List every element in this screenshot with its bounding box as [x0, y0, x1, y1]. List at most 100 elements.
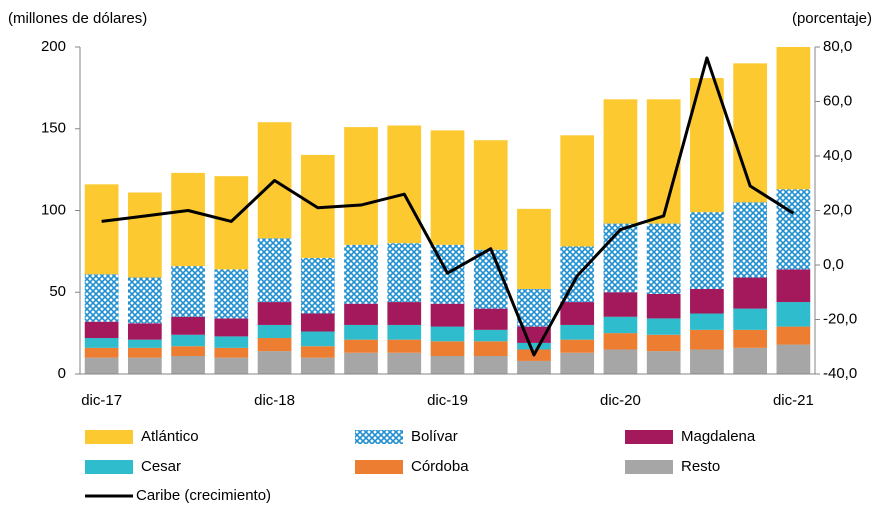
bar-segment [646, 223, 681, 294]
y2-tick-label: 20,0 [823, 201, 852, 218]
x-tick-label: dic-19 [427, 392, 468, 409]
y2-tick-label: 80,0 [823, 38, 852, 55]
bar-segment [430, 341, 465, 357]
bar-segment [300, 346, 335, 358]
y2-tick-label: 60,0 [823, 92, 852, 109]
bar-segment [344, 244, 378, 304]
bar-segment [344, 127, 378, 245]
bar-segment [214, 269, 249, 319]
legend-label: Magdalena [681, 428, 756, 445]
bar-segment [84, 321, 119, 339]
bar-segment [127, 192, 162, 278]
bar-segment [300, 257, 335, 314]
bar-segment [646, 293, 681, 319]
bar-segment [603, 333, 638, 350]
bar-segment [257, 338, 292, 352]
bar-segment [733, 308, 768, 330]
y-tick-label: 50 [49, 283, 66, 300]
bar-segment [517, 360, 551, 374]
legend-label: Cesar [141, 458, 181, 475]
bar-segment [690, 329, 724, 350]
legend-label: Resto [681, 458, 720, 475]
y2-tick-label: -20,0 [823, 310, 857, 327]
y2-tick-label: 0,0 [823, 256, 844, 273]
bar-segment [214, 318, 249, 337]
bar-segment [214, 347, 249, 358]
bar-segment [473, 140, 508, 250]
bar-segment [127, 357, 162, 374]
line-series [101, 56, 795, 357]
bar-segment [84, 338, 119, 348]
bar-segment [646, 351, 681, 374]
bar-segment [733, 202, 768, 278]
bar-segment [560, 339, 595, 353]
bar-segment [127, 339, 162, 348]
bar-segment [387, 324, 422, 340]
bar-segment [171, 346, 205, 357]
bar-segment [84, 184, 119, 275]
bar-segment [733, 329, 768, 348]
x-tick-label: dic-17 [81, 392, 122, 409]
y-tick-label: 0 [58, 365, 66, 382]
bar-segment [733, 63, 768, 203]
y2-tick-label: 40,0 [823, 147, 852, 164]
bar-segment [560, 324, 595, 340]
bar-segment [776, 302, 811, 327]
bar-segment [646, 334, 681, 352]
bar-segment [430, 356, 465, 374]
bar-segment [300, 357, 335, 374]
bar-segment [560, 302, 595, 325]
bar-segment [127, 347, 162, 358]
legend-swatch [355, 460, 403, 474]
bar-segment [387, 352, 422, 374]
bar-segment [603, 99, 638, 224]
legend-label: Córdoba [411, 458, 469, 475]
bar-segment [690, 313, 724, 330]
bar-segment [171, 266, 205, 317]
bar-segment [257, 238, 292, 303]
bar-segment [473, 341, 508, 357]
bar-segment [603, 349, 638, 374]
x-tick-label: dic-21 [773, 392, 814, 409]
bar-segment [776, 344, 811, 374]
bar-segment [430, 130, 465, 245]
bar-segment [344, 324, 378, 340]
bar-segment [300, 313, 335, 332]
bar-segment [517, 208, 551, 289]
y-tick-label: 200 [41, 38, 66, 55]
bar-segment [473, 329, 508, 342]
bar-segment [776, 47, 811, 190]
bar-segment [387, 302, 422, 325]
bar-segment [84, 347, 119, 358]
y-tick-label: 100 [41, 201, 66, 218]
bar-segment [84, 274, 119, 322]
bar-segment [257, 351, 292, 374]
bar-segment [603, 223, 638, 293]
bar-segment [171, 356, 205, 374]
bar-segment [84, 357, 119, 374]
bar-segment [214, 336, 249, 348]
y-axis-label: (millones de dólares) [8, 10, 147, 27]
bar-segment [603, 292, 638, 317]
x-tick-label: dic-18 [254, 392, 295, 409]
bar-segment [646, 318, 681, 335]
bar-segment [690, 212, 724, 289]
bar-segment [776, 189, 811, 270]
bar-segment [387, 125, 422, 244]
bar-segment [257, 302, 292, 325]
bar-segment [344, 303, 378, 325]
bar-segment [127, 323, 162, 340]
bar-segment [690, 288, 724, 314]
bar-segment [430, 303, 465, 327]
legend-swatch [85, 460, 133, 474]
bar-segment [733, 347, 768, 374]
bar-segment [690, 349, 724, 374]
bar-segment [300, 331, 335, 347]
bar-segment [560, 352, 595, 374]
bar-segment [473, 356, 508, 374]
legend-label: Bolívar [411, 428, 458, 445]
bar-segment [171, 172, 205, 267]
y2-tick-label: -40,0 [823, 365, 857, 382]
y-tick-label: 150 [41, 120, 66, 137]
